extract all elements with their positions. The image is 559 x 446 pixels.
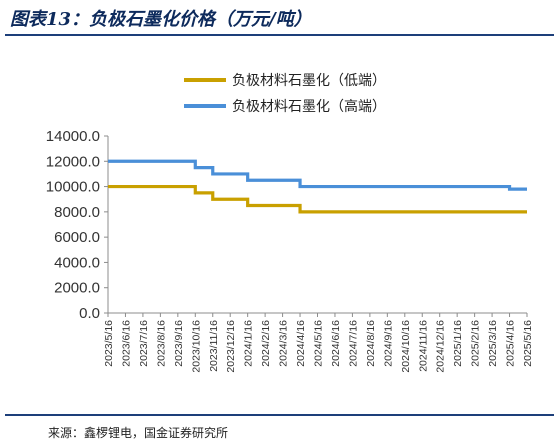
legend-label: 负极材料石墨化（低端） bbox=[232, 73, 386, 89]
y-tick-label: 2000.0 bbox=[54, 280, 100, 297]
y-tick-label: 14000.0 bbox=[46, 128, 100, 145]
x-tick-label: 2025/3/16 bbox=[487, 320, 499, 367]
x-tick-label: 2023/8/16 bbox=[155, 320, 167, 367]
legend-label: 负极材料石墨化（高端） bbox=[232, 98, 386, 115]
y-tick-label: 12000.0 bbox=[46, 153, 100, 170]
x-tick-label: 2024/10/16 bbox=[400, 320, 412, 373]
x-tick-label: 2025/4/16 bbox=[505, 320, 517, 367]
x-tick-label: 2024/5/16 bbox=[313, 320, 325, 367]
top-rule bbox=[5, 34, 554, 36]
x-tick-label: 2024/4/16 bbox=[295, 320, 307, 367]
y-tick-label: 8000.0 bbox=[54, 204, 100, 221]
x-tick-label: 2025/5/16 bbox=[522, 320, 534, 367]
y-tick-label: 0.0 bbox=[79, 305, 100, 322]
source-note: 来源：鑫椤锂电，国金证券研究所 bbox=[48, 426, 229, 440]
x-tick-label: 2023/9/16 bbox=[173, 320, 185, 367]
x-tick-label: 2023/5/16 bbox=[103, 320, 115, 367]
x-tick-label: 2024/3/16 bbox=[278, 320, 290, 367]
x-tick-label: 2024/8/16 bbox=[365, 320, 377, 367]
x-tick-label: 2023/12/16 bbox=[225, 320, 237, 373]
x-tick-label: 2023/11/16 bbox=[208, 320, 220, 372]
x-tick-label: 2024/9/16 bbox=[382, 320, 394, 367]
x-tick-label: 2024/11/16 bbox=[417, 320, 429, 372]
figure-title: 图表13：负极石墨化价格（万元/吨） bbox=[10, 9, 312, 30]
x-tick-label: 2024/1/16 bbox=[243, 320, 255, 367]
bottom-rule bbox=[5, 414, 554, 416]
x-tick-label: 2024/6/16 bbox=[330, 320, 342, 367]
x-tick-label: 2023/10/16 bbox=[190, 320, 202, 373]
x-tick-label: 2024/7/16 bbox=[347, 320, 359, 367]
x-tick-label: 2023/6/16 bbox=[120, 320, 132, 367]
x-tick-label: 2023/7/16 bbox=[138, 320, 150, 367]
series-line-high-end bbox=[108, 159, 527, 191]
y-tick-label: 10000.0 bbox=[46, 179, 100, 196]
x-tick-label: 2024/12/16 bbox=[435, 320, 447, 373]
x-tick-label: 2024/2/16 bbox=[260, 320, 272, 367]
y-tick-label: 6000.0 bbox=[54, 229, 100, 246]
y-tick-label: 4000.0 bbox=[54, 254, 100, 271]
x-tick-label: 2025/2/16 bbox=[470, 320, 482, 367]
x-tick-label: 2025/1/16 bbox=[452, 320, 464, 367]
series-line-low-end bbox=[108, 184, 527, 214]
price-line-chart: 0.0 2000.0 4000.0 6000.0 8000.0 10000.0 12000.… bbox=[46, 73, 534, 373]
